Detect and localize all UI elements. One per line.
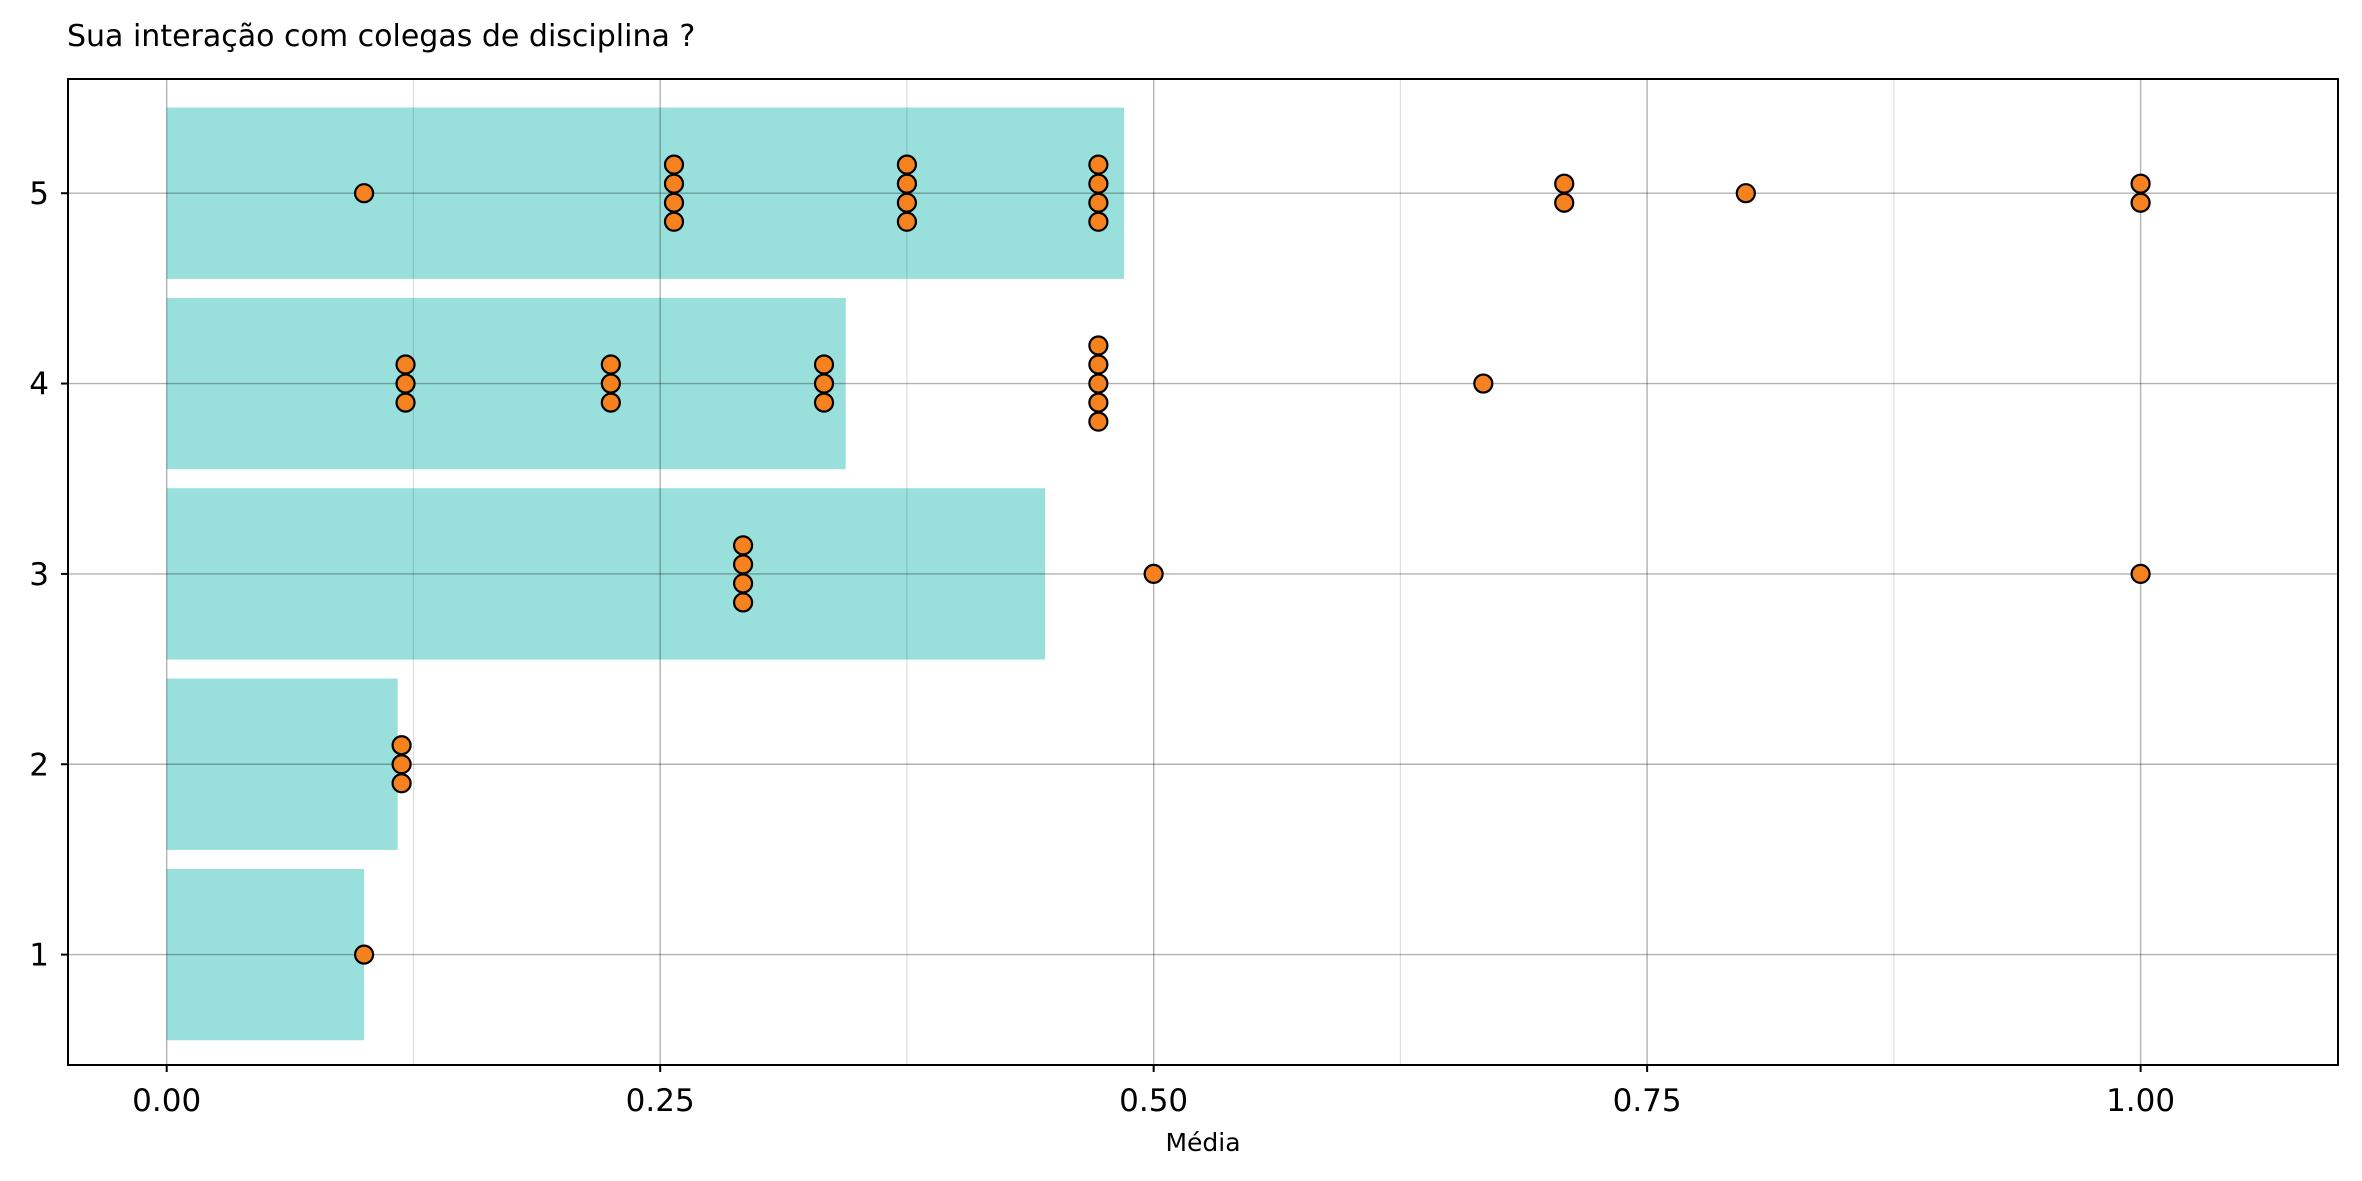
data-point	[395, 354, 416, 375]
data-point	[391, 735, 412, 756]
bar-1	[166, 868, 365, 1041]
plot-frame	[67, 78, 2339, 1066]
data-point	[896, 154, 918, 175]
data-point	[353, 183, 375, 204]
data-point	[813, 373, 835, 394]
data-point	[1088, 354, 1109, 375]
data-point	[600, 373, 621, 394]
y-tick-label: 5	[29, 176, 49, 212]
data-point	[896, 211, 918, 232]
data-point	[896, 192, 918, 213]
data-point	[600, 354, 621, 375]
data-point	[1088, 154, 1109, 175]
data-point	[1088, 335, 1109, 356]
grid-layer	[68, 79, 2338, 1065]
data-point	[1473, 373, 1494, 394]
data-point	[732, 535, 754, 556]
data-point	[896, 173, 918, 194]
x-tick-label: 0.50	[1119, 1083, 1188, 1119]
data-point	[2130, 192, 2151, 213]
x-axis-label: Média	[1165, 1128, 1240, 1157]
data-point	[663, 154, 685, 175]
x-tick-label: 0.00	[132, 1083, 201, 1119]
data-point	[1735, 183, 1756, 204]
data-point	[663, 211, 685, 232]
data-point	[395, 392, 416, 413]
y-tick-label: 3	[29, 557, 49, 593]
data-point	[353, 944, 375, 965]
data-point	[1088, 192, 1109, 213]
x-tick-label: 1.00	[2106, 1083, 2175, 1119]
data-point	[1088, 173, 1109, 194]
data-point	[1088, 373, 1109, 394]
data-point	[813, 392, 835, 413]
data-point	[732, 573, 754, 594]
data-point	[732, 554, 754, 575]
ticks-layer: 0.00 0.25 0.50 0.75 1.00 1 2 3 4 5	[29, 176, 2175, 1119]
data-point	[1088, 392, 1109, 413]
data-point	[395, 373, 416, 394]
data-point	[663, 192, 685, 213]
data-point	[663, 173, 685, 194]
data-point	[1143, 563, 1164, 585]
data-point	[600, 392, 621, 413]
data-point	[1088, 411, 1109, 432]
bars-layer	[166, 107, 1125, 1041]
bar-3	[166, 488, 1046, 660]
y-tick-label: 4	[29, 367, 49, 403]
data-point	[2130, 173, 2151, 194]
y-tick-label: 2	[29, 747, 49, 783]
bar-5	[166, 107, 1125, 279]
chart-title: Sua interação com colegas de disciplina …	[67, 19, 695, 54]
y-tick-label: 1	[29, 938, 49, 974]
x-tick-label: 0.25	[626, 1083, 695, 1119]
data-point	[391, 773, 412, 794]
bar-2	[166, 678, 398, 850]
data-point	[391, 754, 412, 775]
data-point	[732, 592, 754, 613]
data-point	[2130, 563, 2151, 585]
x-tick-label: 0.75	[1613, 1083, 1682, 1119]
data-point	[1088, 211, 1109, 232]
data-point	[813, 354, 835, 375]
data-point	[1554, 173, 1575, 194]
bar-4	[166, 297, 846, 470]
data-point	[1554, 192, 1575, 213]
points-layer	[353, 154, 2151, 965]
